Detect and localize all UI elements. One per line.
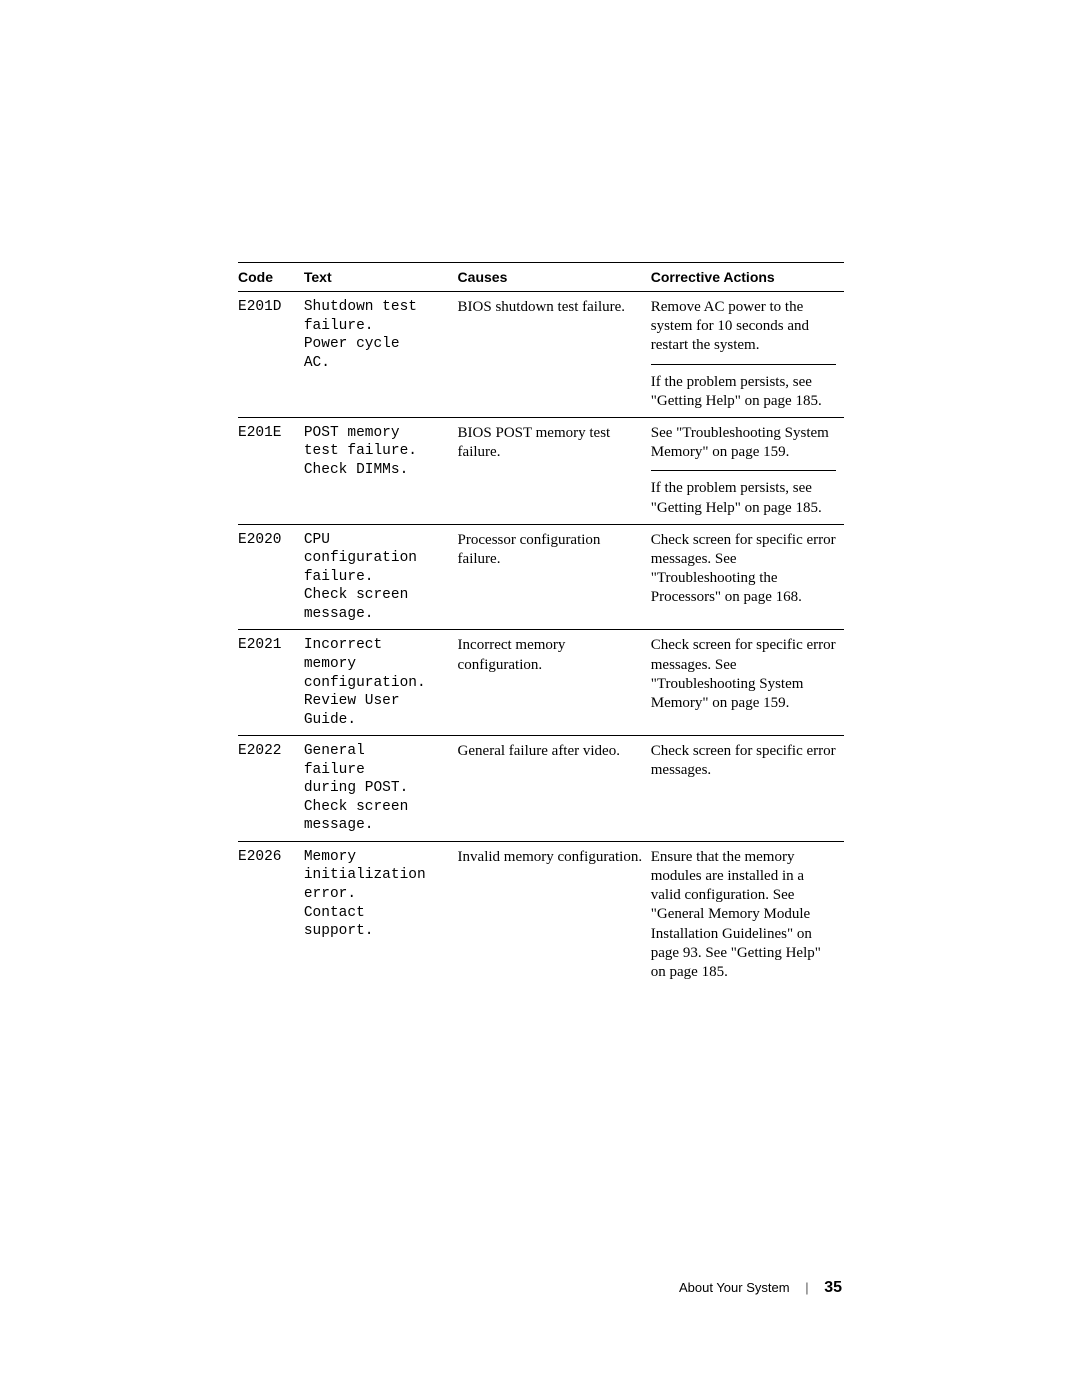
action-text: Check screen for specific error messages… [651,531,836,608]
cell-causes: Incorrect memory configuration. [458,630,651,736]
cell-code: E201E [238,417,304,524]
action-text: Ensure that the memory modules are insta… [651,848,836,982]
table-header-row: Code Text Causes Corrective Actions [238,263,844,292]
page-footer: About Your System | 35 [0,1279,1080,1297]
cell-actions: See "Troubleshooting System Memory" on p… [651,417,844,524]
cell-text: POST memory test failure. Check DIMMs. [304,417,458,524]
footer-section: About Your System [679,1280,790,1295]
cell-text: Shutdown test failure. Power cycle AC. [304,292,458,418]
col-header-causes: Causes [458,263,651,292]
table-row: E201EPOST memory test failure. Check DIM… [238,417,844,524]
table-body: E201DShutdown test failure. Power cycle … [238,292,844,989]
cell-text: General failure during POST. Check scree… [304,736,458,842]
footer-separator: | [805,1280,808,1295]
cell-text: Incorrect memory configuration. Review U… [304,630,458,736]
cell-text: CPU configuration failure. Check screen … [304,524,458,630]
cell-causes: General failure after video. [458,736,651,842]
cell-causes: BIOS POST memory test failure. [458,417,651,524]
cell-code: E2020 [238,524,304,630]
action-text: If the problem persists, see "Getting He… [651,364,836,411]
cell-causes: BIOS shutdown test failure. [458,292,651,418]
action-text: Check screen for specific error messages… [651,742,836,780]
col-header-text: Text [304,263,458,292]
cell-code: E2021 [238,630,304,736]
cell-code: E2026 [238,841,304,988]
table-row: E2020CPU configuration failure. Check sc… [238,524,844,630]
cell-actions: Check screen for specific error messages… [651,630,844,736]
table-row: E201DShutdown test failure. Power cycle … [238,292,844,418]
cell-actions: Ensure that the memory modules are insta… [651,841,844,988]
col-header-code: Code [238,263,304,292]
cell-actions: Remove AC power to the system for 10 sec… [651,292,844,418]
footer-page-number: 35 [824,1279,842,1296]
error-code-table: Code Text Causes Corrective Actions E201… [238,262,844,988]
cell-actions: Check screen for specific error messages… [651,524,844,630]
table-row: E2021Incorrect memory configuration. Rev… [238,630,844,736]
cell-code: E201D [238,292,304,418]
page-content: Code Text Causes Corrective Actions E201… [0,0,1080,988]
cell-causes: Processor configuration failure. [458,524,651,630]
table-row: E2022General failure during POST. Check … [238,736,844,842]
action-text: Check screen for specific error messages… [651,636,836,713]
cell-text: Memory initialization error. Contact sup… [304,841,458,988]
cell-actions: Check screen for specific error messages… [651,736,844,842]
action-text: See "Troubleshooting System Memory" on p… [651,424,836,462]
cell-causes: Invalid memory configuration. [458,841,651,988]
col-header-actions: Corrective Actions [651,263,844,292]
action-text: Remove AC power to the system for 10 sec… [651,298,836,356]
action-text: If the problem persists, see "Getting He… [651,470,836,517]
cell-code: E2022 [238,736,304,842]
table-row: E2026Memory initialization error. Contac… [238,841,844,988]
